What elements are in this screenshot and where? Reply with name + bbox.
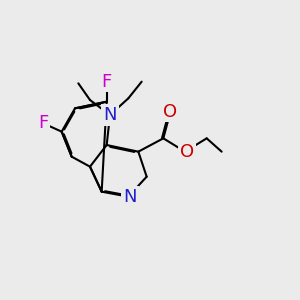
Text: N: N <box>123 188 137 206</box>
Text: F: F <box>101 73 112 91</box>
Text: O: O <box>180 143 194 161</box>
Text: N: N <box>103 106 117 124</box>
Text: F: F <box>38 114 49 132</box>
Text: O: O <box>163 103 177 121</box>
